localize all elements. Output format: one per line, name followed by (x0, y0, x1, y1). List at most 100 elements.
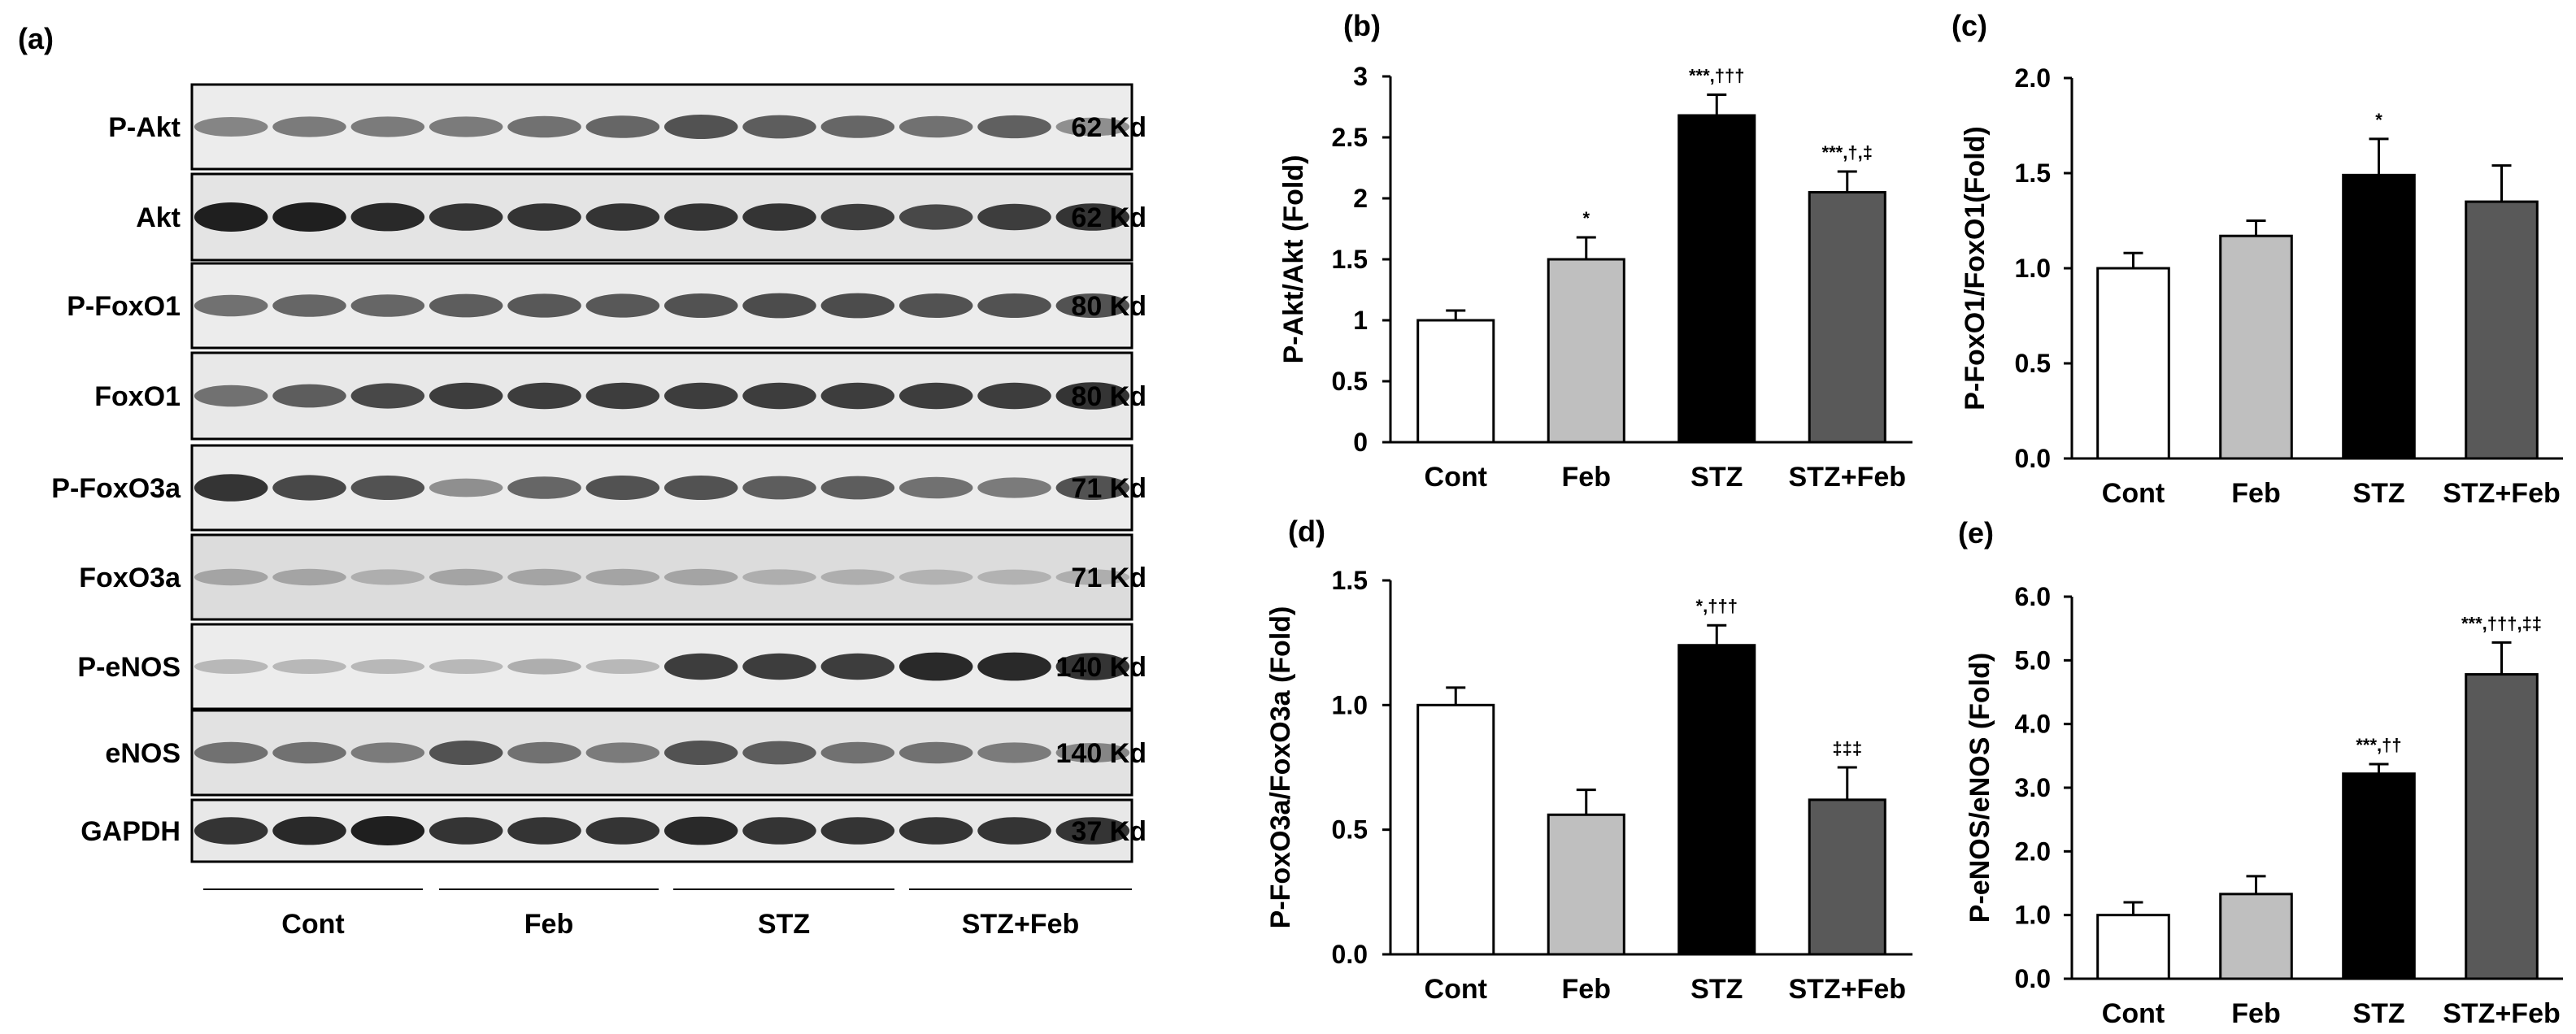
blot-band (977, 817, 1051, 845)
y-tick-label: 2 (1353, 184, 1368, 213)
y-tick-label: 2.0 (2015, 836, 2051, 866)
bar-stz-feb (1808, 798, 1886, 956)
blot-band (899, 382, 973, 410)
y-axis-label: P-FoxO1/FoxO1(Fold) (1960, 126, 1991, 410)
blot-band (742, 741, 816, 765)
blot-band (820, 203, 895, 231)
blot-band (350, 116, 425, 137)
blot-protein-label: FoxO1 (94, 381, 181, 412)
bar-stz (2342, 173, 2416, 460)
x-tick-label: STZ (1690, 974, 1743, 1005)
x-tick-label: Feb (2231, 478, 2280, 509)
blot-band (742, 382, 816, 410)
chart-c: (c) P-FoxO1/FoxO1(Fold) 0.0 0.5 1.0 1.5 2.0 Con… (1952, 9, 2563, 509)
blot-band (585, 817, 660, 845)
blot-band (194, 741, 268, 764)
blot-band (742, 653, 816, 680)
blot-band (664, 568, 738, 586)
blot-band (899, 817, 973, 845)
significance-label: ***,††† (1689, 66, 1745, 86)
blot-band (664, 741, 738, 765)
blot-band (820, 293, 895, 319)
blot-band (272, 568, 346, 586)
blot-band (585, 115, 660, 138)
blot-band (507, 568, 581, 586)
blot-band (664, 203, 738, 231)
bar-cont (1416, 319, 1495, 444)
blot-band (1055, 117, 1130, 137)
significance-label: ‡‡‡ (1832, 738, 1862, 758)
bar-cont (2096, 267, 2170, 460)
y-axis-label: P-Akt/Akt (Fold) (1278, 155, 1309, 364)
y-tick-label: 0.5 (1332, 367, 1368, 396)
blot-protein-label: P-FoxO3a (51, 473, 181, 504)
blot-band (429, 568, 503, 586)
x-tick-label: Cont (2102, 998, 2165, 1029)
bar-stz-feb (2465, 673, 2539, 980)
blot-band (272, 816, 346, 845)
blot-band (820, 476, 895, 500)
blot-band (899, 293, 973, 318)
y-tick-label: 1.0 (1332, 690, 1368, 719)
blot-band (194, 817, 268, 845)
western-blot-panel: (a) P-Akt 62 Kd Akt 62 Kd P-FoxO1 80 Kd FoxO1 80… (18, 22, 1147, 940)
x-tick-label: STZ+Feb (2443, 478, 2561, 509)
y-tick-label: 6.0 (2015, 582, 2051, 611)
bar-stz (1677, 114, 1756, 444)
blot-size-label: 62 Kd (1071, 202, 1147, 233)
group-label: Cont (281, 909, 344, 940)
chart-d: (d) P-FoxO3a/FoxO3a (Fold) 0.0 0.5 1.0 1.5 Con… (1265, 515, 1912, 1005)
blot-band (350, 202, 425, 232)
blot-band (272, 384, 346, 408)
blot-band (350, 294, 425, 317)
significance-label: ***,†††,‡‡ (2461, 613, 2542, 633)
x-tick-label: STZ (2352, 998, 2404, 1029)
blot-band (194, 202, 268, 232)
y-tick-label: 1.5 (1332, 566, 1368, 595)
blot-band (977, 293, 1051, 318)
blot-band (507, 817, 581, 845)
blot-frame (190, 172, 1134, 262)
x-tick-label: Feb (1562, 462, 1611, 493)
blot-protein-label: Akt (136, 202, 181, 233)
blot-band (977, 477, 1051, 498)
blot-band (507, 741, 581, 764)
x-tick-label: STZ+Feb (2443, 998, 2561, 1029)
bar-cont (1416, 703, 1495, 956)
significance-label: ***,†,‡ (1822, 142, 1873, 163)
blot-band (585, 568, 660, 586)
blot-protein-label: FoxO3a (79, 563, 181, 593)
blot-band (664, 476, 738, 500)
blot-band (429, 293, 503, 318)
y-tick-label: 3 (1353, 62, 1368, 91)
blot-band (429, 659, 503, 674)
blot-band (429, 478, 503, 497)
blot-band (664, 115, 738, 139)
blot-band (1055, 476, 1130, 500)
y-tick-label: 1.5 (2015, 159, 2051, 188)
blot-band (194, 568, 268, 586)
panel-label: (d) (1288, 515, 1325, 548)
blot-size-label: 71 Kd (1071, 563, 1147, 593)
blot-band (1055, 817, 1130, 845)
blot-protein-label: GAPDH (80, 816, 181, 847)
blot-band (350, 659, 425, 674)
blot-band (507, 382, 581, 410)
bar-stz-feb (1808, 191, 1886, 444)
blot-band (507, 115, 581, 138)
panel-label: (c) (1952, 9, 1987, 42)
blot-band (272, 475, 346, 501)
blot-band (429, 116, 503, 137)
significance-label: ***,†† (2356, 735, 2401, 755)
blot-band (507, 476, 581, 499)
y-tick-label: 1.5 (1332, 245, 1368, 274)
y-tick-label: 1 (1353, 306, 1368, 335)
y-axis-label: P-FoxO3a/FoxO3a (Fold) (1265, 606, 1296, 929)
y-tick-label: 0.5 (2015, 349, 2051, 378)
y-tick-label: 1.0 (2015, 254, 2051, 283)
y-axis-label: P-eNOS/eNOS (Fold) (1965, 653, 1995, 923)
blot-band (820, 569, 895, 585)
blot-band (820, 741, 895, 764)
x-tick-label: Cont (2102, 478, 2165, 509)
